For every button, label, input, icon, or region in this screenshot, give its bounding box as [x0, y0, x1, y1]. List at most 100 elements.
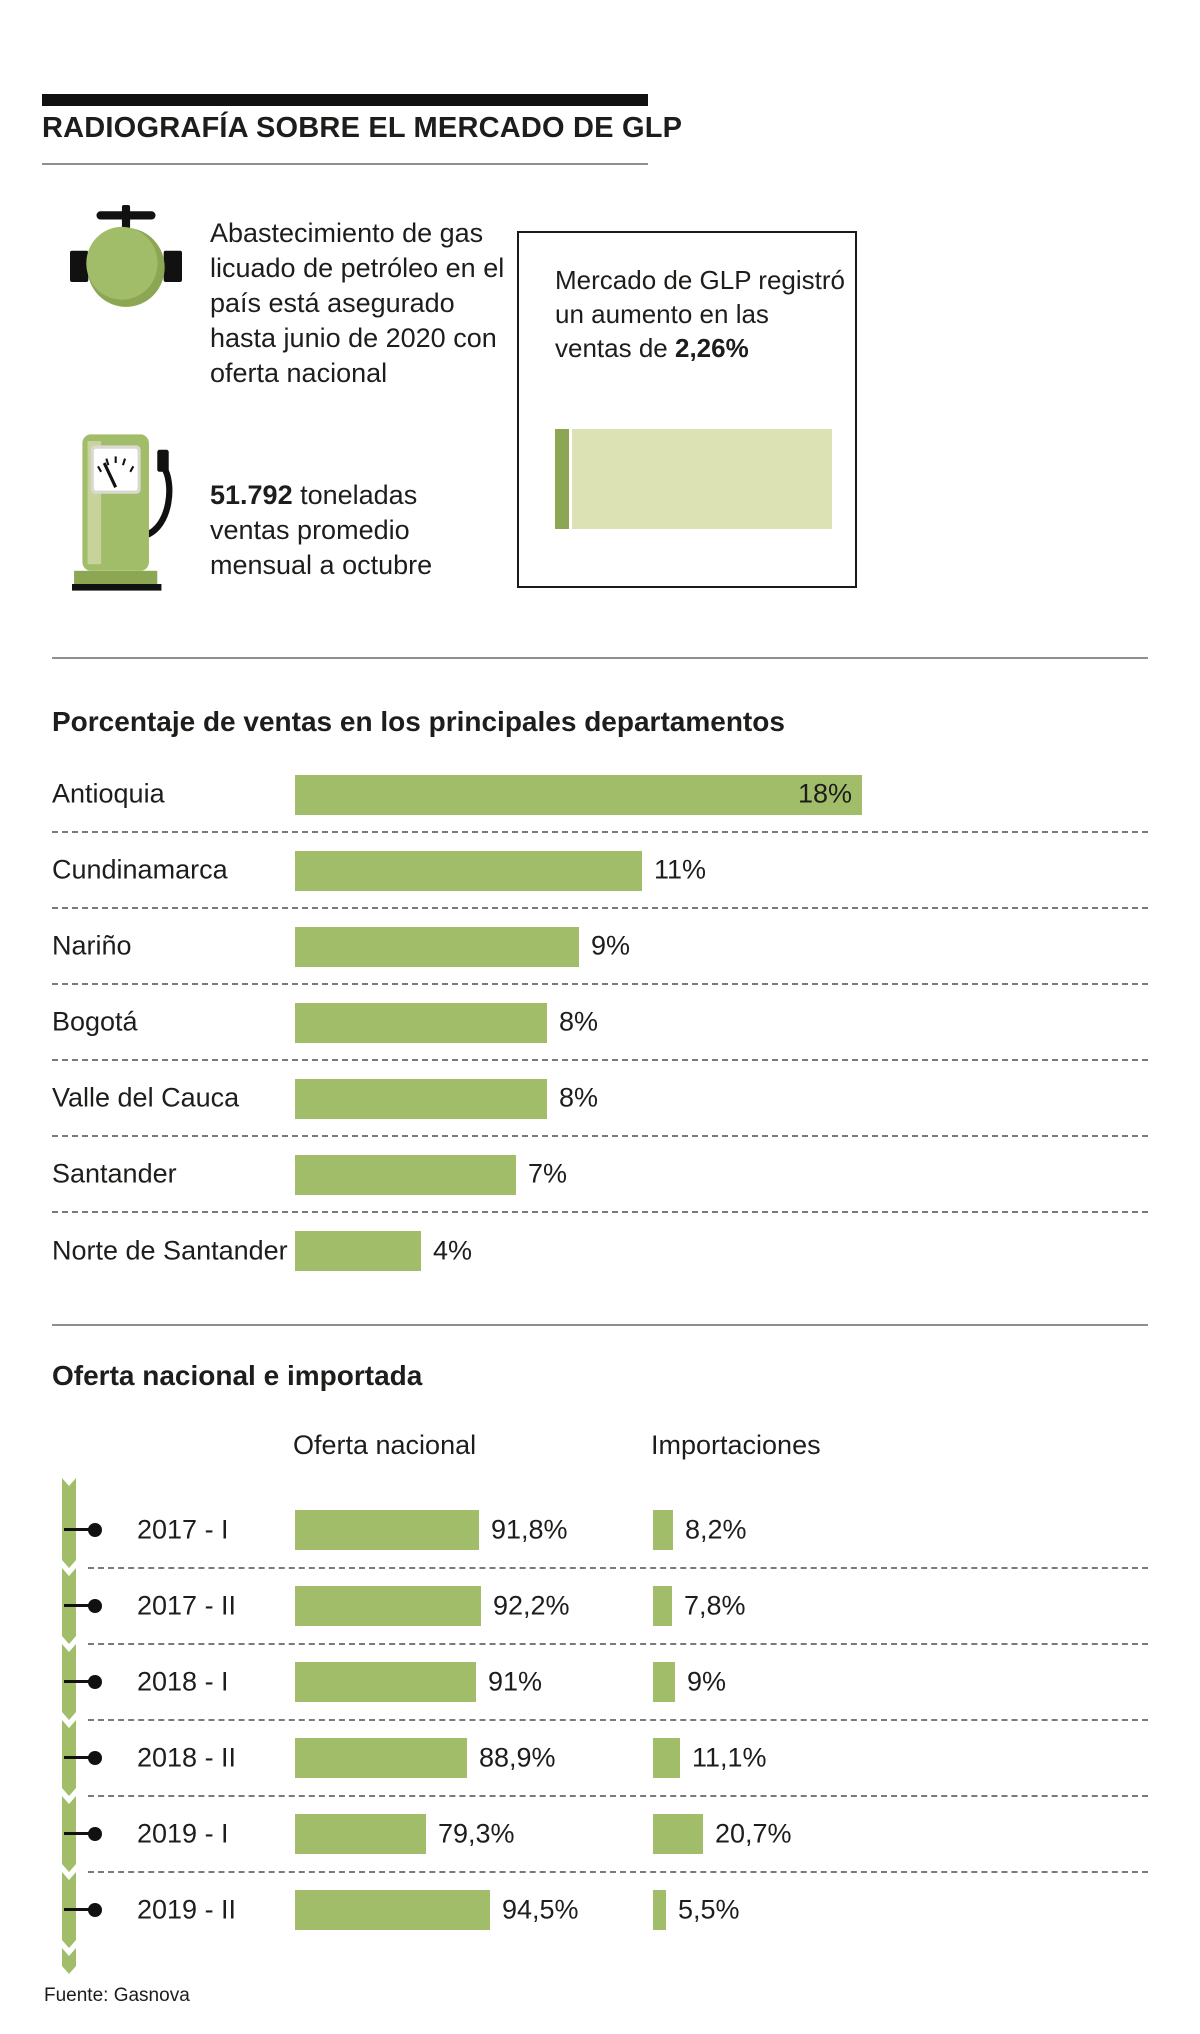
departments-chart-title: Porcentaje de ventas en los principales …: [52, 706, 785, 737]
national-bar: [295, 1586, 481, 1626]
dept-label: Nariño: [52, 930, 132, 961]
timeline-dot: [88, 1751, 102, 1765]
growth-bar-fill: [572, 429, 832, 529]
national-bar: [295, 1738, 467, 1778]
tonnage-text-rest: toneladas ventas promedio mensual a octu…: [210, 480, 433, 580]
imports-bar: [653, 1814, 703, 1854]
section-divider-top: [52, 657, 1148, 659]
supply-text: Abastecimiento de gas licuado de petróle…: [210, 218, 505, 388]
row-divider: [88, 1795, 1148, 1797]
national-value: 91,8%: [491, 1514, 568, 1545]
dept-bar: [295, 1231, 421, 1271]
title-rule: [42, 94, 648, 106]
growth-bar-accent: [555, 429, 569, 529]
section-divider-bottom: [52, 1324, 1148, 1326]
growth-text-lead: Mercado de GLP registró un aumento en la…: [555, 265, 845, 363]
dept-value: 8%: [559, 1006, 599, 1037]
gas-pump-icon: [72, 434, 173, 591]
period-label: 2018 - I: [137, 1666, 229, 1697]
supply-row: 2017 - II 92,2% 7,8%: [52, 1568, 1148, 1645]
supply-row: 2019 - II 94,5% 5,5%: [52, 1872, 1148, 1948]
dept-bar: [295, 1079, 547, 1119]
national-bar: [295, 1510, 479, 1550]
growth-bar: [555, 429, 832, 529]
dept-bar: [295, 775, 862, 815]
dept-label: Bogotá: [52, 1006, 138, 1037]
row-divider: [88, 1567, 1148, 1569]
period-label: 2019 - II: [137, 1894, 237, 1925]
timeline-tick: [64, 1832, 96, 1835]
page-title: RADIOGRAFÍA SOBRE EL MERCADO DE GLP: [42, 112, 683, 144]
dept-value: 11%: [654, 854, 707, 885]
dept-row: Bogotá 8%: [52, 985, 1148, 1061]
national-value: 92,2%: [493, 1590, 570, 1621]
row-divider: [88, 1719, 1148, 1721]
dept-value: 8%: [559, 1082, 599, 1113]
source-note: Fuente: Gasnova: [44, 1985, 190, 2006]
imports-value: 5,5%: [678, 1894, 740, 1925]
dept-row: Nariño 9%: [52, 909, 1148, 985]
dept-row: Antioquia 18%: [52, 757, 1148, 833]
row-divider: [88, 1871, 1148, 1873]
gas-valve-icon: [70, 205, 182, 307]
imports-value: 8,2%: [685, 1514, 747, 1545]
timeline-tick: [64, 1756, 96, 1759]
title-underline: [42, 163, 648, 165]
tonnage-value: 51.792: [210, 480, 293, 510]
dept-row: Valle del Cauca 8%: [52, 1061, 1148, 1137]
dept-value: 7%: [528, 1158, 568, 1189]
dept-label: Norte de Santander: [52, 1235, 288, 1266]
timeline-tick: [64, 1680, 96, 1683]
national-bar: [295, 1890, 490, 1930]
imports-column-header: Importaciones: [651, 1430, 821, 1460]
national-value: 94,5%: [502, 1894, 579, 1925]
dept-bar: [295, 1155, 516, 1195]
timeline-tick: [64, 1528, 96, 1531]
tonnage-text: 51.792 toneladas ventas promedio mensual…: [210, 478, 465, 583]
imports-value: 11,1%: [692, 1742, 767, 1773]
growth-text: Mercado de GLP registró un aumento en la…: [555, 263, 845, 365]
timeline-dot: [88, 1523, 102, 1537]
imports-value: 20,7%: [715, 1818, 792, 1849]
national-bar: [295, 1662, 476, 1702]
growth-box: Mercado de GLP registró un aumento en la…: [517, 231, 857, 588]
growth-value: 2,26%: [674, 333, 749, 363]
dept-bar: [295, 851, 642, 891]
timeline-dot: [88, 1903, 102, 1917]
imports-bar: [653, 1510, 673, 1550]
dept-row: Cundinamarca 11%: [52, 833, 1148, 909]
imports-bar: [653, 1890, 666, 1930]
supply-row: 2018 - I 91% 9%: [52, 1644, 1148, 1721]
national-bar: [295, 1814, 426, 1854]
period-label: 2017 - I: [137, 1514, 229, 1545]
timeline-tick: [64, 1908, 96, 1911]
dept-bar: [295, 927, 579, 967]
imports-value: 9%: [687, 1666, 727, 1697]
imports-bar: [653, 1662, 675, 1702]
dept-label: Antioquia: [52, 778, 165, 809]
national-value: 88,9%: [479, 1742, 556, 1773]
dept-value: 4%: [433, 1235, 473, 1266]
timeline-dot: [88, 1599, 102, 1613]
supply-row: 2017 - I 91,8% 8,2%: [52, 1492, 1148, 1569]
dept-label: Valle del Cauca: [52, 1082, 240, 1113]
dept-label: Santander: [52, 1158, 177, 1189]
dept-rows: Antioquia 18% Cundinamarca 11% Nariño 9% Bogot…: [52, 757, 1148, 1289]
supply-row: 2019 - I 79,3% 20,7%: [52, 1796, 1148, 1873]
national-value: 91%: [488, 1666, 543, 1697]
supply-chart-title: Oferta nacional e importada: [52, 1360, 423, 1391]
dept-row: Norte de Santander 4%: [52, 1213, 1148, 1289]
row-divider: [88, 1643, 1148, 1645]
supply-row: 2018 - II 88,9% 11,1%: [52, 1720, 1148, 1797]
imports-value: 7,8%: [684, 1590, 746, 1621]
imports-bar: [653, 1586, 672, 1626]
dept-label: Cundinamarca: [52, 854, 228, 885]
national-column-header: Oferta nacional: [293, 1430, 477, 1460]
supply-rows: 2017 - I 91,8% 8,2% 2017 - II 92,2% 7,8% 2018 …: [52, 1492, 1148, 1948]
timeline-tick: [64, 1604, 96, 1607]
dept-value: 9%: [591, 930, 631, 961]
national-value: 79,3%: [438, 1818, 515, 1849]
period-label: 2019 - I: [137, 1818, 229, 1849]
dept-value: 18%: [797, 778, 852, 809]
